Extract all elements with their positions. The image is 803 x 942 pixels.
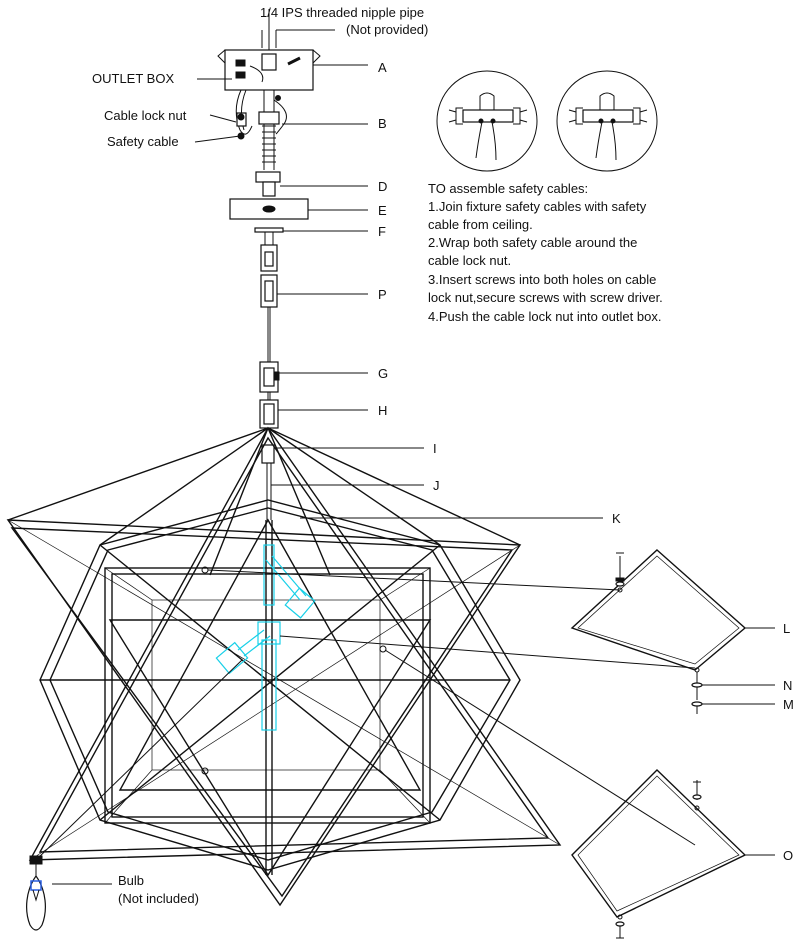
safety-cable-label: Safety cable <box>107 134 179 149</box>
side-panel-o <box>571 769 747 939</box>
instruction-line: 2.Wrap both safety cable around the <box>428 235 637 250</box>
part-p-label: P <box>378 287 387 302</box>
part-l-label: L <box>783 621 790 636</box>
part-f-label: F <box>378 224 386 239</box>
screws-n-m <box>691 667 703 714</box>
mounting-hardware <box>229 90 309 520</box>
part-b-label: B <box>378 116 387 131</box>
instruction-line: cable from ceiling. <box>428 217 533 232</box>
instruction-line: cable lock nut. <box>428 253 511 268</box>
part-k-label: K <box>612 511 621 526</box>
part-j-label: J <box>433 478 440 493</box>
nipple-pipe-label: 1/4 IPS threaded nipple pipe <box>260 5 424 20</box>
cable-lock-detail-2 <box>556 70 658 172</box>
part-e-label: E <box>378 203 387 218</box>
bulb-icon <box>26 855 46 931</box>
fixture-frame <box>6 426 562 907</box>
part-g-label: G <box>378 366 388 381</box>
side-panel-l <box>570 549 747 671</box>
part-m-label: M <box>783 697 794 712</box>
nipple-pipe-note: 1/4 IPS threaded nipple pipe (Not provid… <box>260 5 428 52</box>
cable-lock-detail-1 <box>436 70 538 172</box>
part-i-label: I <box>433 441 437 456</box>
part-h-label: H <box>378 403 387 418</box>
outlet-box-label: OUTLET BOX <box>92 71 174 86</box>
instructions-heading: TO assemble safety cables: <box>428 181 588 196</box>
part-n-label: N <box>783 678 792 693</box>
socket-cluster <box>215 544 316 731</box>
part-o-label: O <box>783 848 793 863</box>
safety-cable-instructions: TO assemble safety cables: 1.Join fixtur… <box>428 181 663 324</box>
instruction-line: 1.Join fixture safety cables with safety <box>428 199 647 214</box>
part-d-label: D <box>378 179 387 194</box>
part-a-label: A <box>378 60 387 75</box>
stem-labels: B D E F P G H I J K <box>271 116 621 526</box>
panel-leaders <box>35 569 696 861</box>
instruction-line: lock nut,secure screws with screw driver… <box>428 290 663 305</box>
bulb-label: Bulb <box>118 873 144 888</box>
nipple-pipe-not-provided: (Not provided) <box>346 22 428 37</box>
cable-lock-nut-label: Cable lock nut <box>104 108 187 123</box>
cable-lock-nut <box>235 89 253 140</box>
instruction-line: 4.Push the cable lock nut into outlet bo… <box>428 309 661 324</box>
instruction-line: 3.Insert screws into both holes on cable <box>428 272 656 287</box>
outlet-box <box>217 49 321 91</box>
bulb-not-included: (Not included) <box>118 891 199 906</box>
